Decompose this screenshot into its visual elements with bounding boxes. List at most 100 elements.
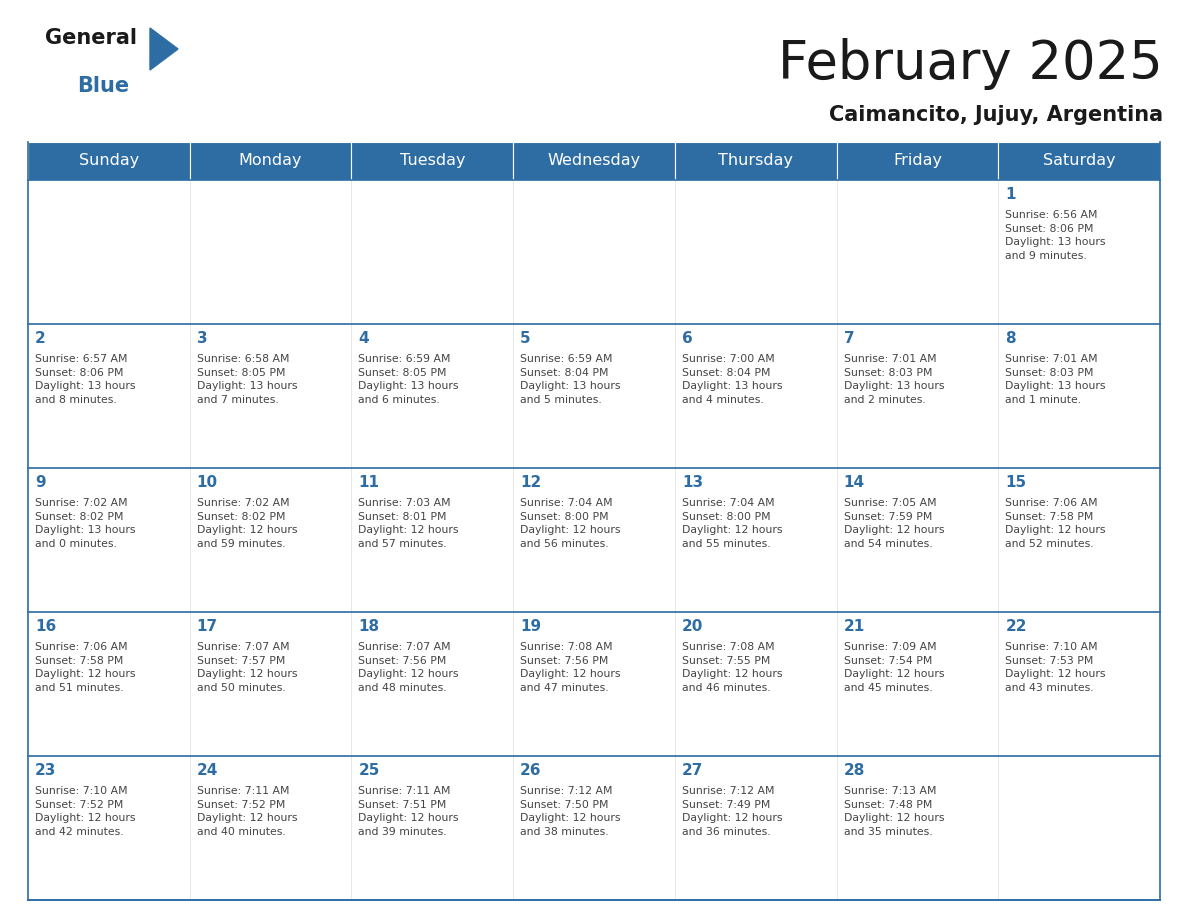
Bar [675, 180, 836, 324]
Text: Sunrise: 6:59 AM
Sunset: 8:04 PM
Daylight: 13 hours
and 5 minutes.: Sunrise: 6:59 AM Sunset: 8:04 PM Dayligh… [520, 354, 620, 405]
Text: Blue: Blue [77, 76, 129, 96]
Text: Thursday: Thursday [719, 153, 794, 169]
Text: Sunrise: 6:59 AM
Sunset: 8:05 PM
Daylight: 13 hours
and 6 minutes.: Sunrise: 6:59 AM Sunset: 8:05 PM Dayligh… [359, 354, 459, 405]
Bar [998, 324, 1159, 468]
Text: 27: 27 [682, 763, 703, 778]
Text: Friday: Friday [893, 153, 942, 169]
Text: 3: 3 [197, 331, 208, 346]
Bar [352, 612, 513, 756]
Text: 10: 10 [197, 475, 217, 490]
Bar [352, 180, 513, 324]
Text: 12: 12 [520, 475, 542, 490]
Text: Sunrise: 6:57 AM
Sunset: 8:06 PM
Daylight: 13 hours
and 8 minutes.: Sunrise: 6:57 AM Sunset: 8:06 PM Dayligh… [34, 354, 135, 405]
Bar [675, 756, 836, 900]
Text: Sunday: Sunday [78, 153, 139, 169]
Text: Sunrise: 7:06 AM
Sunset: 7:58 PM
Daylight: 12 hours
and 51 minutes.: Sunrise: 7:06 AM Sunset: 7:58 PM Dayligh… [34, 642, 135, 693]
Bar [352, 324, 513, 468]
Text: Sunrise: 7:08 AM
Sunset: 7:55 PM
Daylight: 12 hours
and 46 minutes.: Sunrise: 7:08 AM Sunset: 7:55 PM Dayligh… [682, 642, 783, 693]
Text: 1: 1 [1005, 187, 1016, 202]
Bar [29, 468, 190, 612]
Bar [836, 468, 998, 612]
Text: 18: 18 [359, 619, 379, 634]
Text: Sunrise: 6:56 AM
Sunset: 8:06 PM
Daylight: 13 hours
and 9 minutes.: Sunrise: 6:56 AM Sunset: 8:06 PM Dayligh… [1005, 210, 1106, 261]
Text: Sunrise: 7:09 AM
Sunset: 7:54 PM
Daylight: 12 hours
and 45 minutes.: Sunrise: 7:09 AM Sunset: 7:54 PM Dayligh… [843, 642, 944, 693]
Bar [513, 324, 675, 468]
Bar [675, 612, 836, 756]
Text: Sunrise: 7:04 AM
Sunset: 8:00 PM
Daylight: 12 hours
and 55 minutes.: Sunrise: 7:04 AM Sunset: 8:00 PM Dayligh… [682, 498, 783, 549]
Text: Sunrise: 7:02 AM
Sunset: 8:02 PM
Daylight: 13 hours
and 0 minutes.: Sunrise: 7:02 AM Sunset: 8:02 PM Dayligh… [34, 498, 135, 549]
Text: 7: 7 [843, 331, 854, 346]
Text: Sunrise: 7:01 AM
Sunset: 8:03 PM
Daylight: 13 hours
and 2 minutes.: Sunrise: 7:01 AM Sunset: 8:03 PM Dayligh… [843, 354, 944, 405]
Bar [352, 142, 513, 180]
Bar [190, 180, 352, 324]
Text: 15: 15 [1005, 475, 1026, 490]
Text: 23: 23 [34, 763, 56, 778]
Text: 28: 28 [843, 763, 865, 778]
Bar [352, 756, 513, 900]
Bar [836, 324, 998, 468]
Text: Sunrise: 7:06 AM
Sunset: 7:58 PM
Daylight: 12 hours
and 52 minutes.: Sunrise: 7:06 AM Sunset: 7:58 PM Dayligh… [1005, 498, 1106, 549]
Bar [29, 324, 190, 468]
Bar [190, 324, 352, 468]
Bar [998, 468, 1159, 612]
Text: Sunrise: 7:02 AM
Sunset: 8:02 PM
Daylight: 12 hours
and 59 minutes.: Sunrise: 7:02 AM Sunset: 8:02 PM Dayligh… [197, 498, 297, 549]
Text: 16: 16 [34, 619, 56, 634]
Text: 9: 9 [34, 475, 45, 490]
Text: Sunrise: 7:11 AM
Sunset: 7:52 PM
Daylight: 12 hours
and 40 minutes.: Sunrise: 7:11 AM Sunset: 7:52 PM Dayligh… [197, 786, 297, 837]
Text: 24: 24 [197, 763, 219, 778]
Bar [29, 142, 190, 180]
Text: February 2025: February 2025 [778, 38, 1163, 90]
Text: Sunrise: 7:07 AM
Sunset: 7:57 PM
Daylight: 12 hours
and 50 minutes.: Sunrise: 7:07 AM Sunset: 7:57 PM Dayligh… [197, 642, 297, 693]
Bar [998, 180, 1159, 324]
Text: Sunrise: 7:11 AM
Sunset: 7:51 PM
Daylight: 12 hours
and 39 minutes.: Sunrise: 7:11 AM Sunset: 7:51 PM Dayligh… [359, 786, 459, 837]
Polygon shape [150, 28, 178, 70]
Bar [836, 142, 998, 180]
Text: Monday: Monday [239, 153, 302, 169]
Bar [190, 468, 352, 612]
Text: Sunrise: 7:03 AM
Sunset: 8:01 PM
Daylight: 12 hours
and 57 minutes.: Sunrise: 7:03 AM Sunset: 8:01 PM Dayligh… [359, 498, 459, 549]
Text: Sunrise: 7:04 AM
Sunset: 8:00 PM
Daylight: 12 hours
and 56 minutes.: Sunrise: 7:04 AM Sunset: 8:00 PM Dayligh… [520, 498, 620, 549]
Text: Sunrise: 6:58 AM
Sunset: 8:05 PM
Daylight: 13 hours
and 7 minutes.: Sunrise: 6:58 AM Sunset: 8:05 PM Dayligh… [197, 354, 297, 405]
Bar [190, 756, 352, 900]
Bar [675, 142, 836, 180]
Bar [513, 756, 675, 900]
Text: 11: 11 [359, 475, 379, 490]
Text: Caimancito, Jujuy, Argentina: Caimancito, Jujuy, Argentina [829, 105, 1163, 125]
Text: Tuesday: Tuesday [399, 153, 465, 169]
Bar [998, 612, 1159, 756]
Text: 2: 2 [34, 331, 46, 346]
Bar [513, 468, 675, 612]
Text: Sunrise: 7:08 AM
Sunset: 7:56 PM
Daylight: 12 hours
and 47 minutes.: Sunrise: 7:08 AM Sunset: 7:56 PM Dayligh… [520, 642, 620, 693]
Text: 8: 8 [1005, 331, 1016, 346]
Text: Sunrise: 7:13 AM
Sunset: 7:48 PM
Daylight: 12 hours
and 35 minutes.: Sunrise: 7:13 AM Sunset: 7:48 PM Dayligh… [843, 786, 944, 837]
Text: 19: 19 [520, 619, 542, 634]
Bar [513, 612, 675, 756]
Text: 17: 17 [197, 619, 217, 634]
Bar [513, 180, 675, 324]
Text: 14: 14 [843, 475, 865, 490]
Bar [998, 756, 1159, 900]
Bar [29, 756, 190, 900]
Text: 26: 26 [520, 763, 542, 778]
Text: Saturday: Saturday [1043, 153, 1116, 169]
Bar [352, 468, 513, 612]
Text: 5: 5 [520, 331, 531, 346]
Bar [836, 756, 998, 900]
Text: Sunrise: 7:00 AM
Sunset: 8:04 PM
Daylight: 13 hours
and 4 minutes.: Sunrise: 7:00 AM Sunset: 8:04 PM Dayligh… [682, 354, 783, 405]
Bar [513, 142, 675, 180]
Bar [675, 468, 836, 612]
Bar [998, 142, 1159, 180]
Text: Wednesday: Wednesday [548, 153, 640, 169]
Bar [836, 612, 998, 756]
Text: Sunrise: 7:01 AM
Sunset: 8:03 PM
Daylight: 13 hours
and 1 minute.: Sunrise: 7:01 AM Sunset: 8:03 PM Dayligh… [1005, 354, 1106, 405]
Text: Sunrise: 7:10 AM
Sunset: 7:52 PM
Daylight: 12 hours
and 42 minutes.: Sunrise: 7:10 AM Sunset: 7:52 PM Dayligh… [34, 786, 135, 837]
Text: Sunrise: 7:05 AM
Sunset: 7:59 PM
Daylight: 12 hours
and 54 minutes.: Sunrise: 7:05 AM Sunset: 7:59 PM Dayligh… [843, 498, 944, 549]
Text: 13: 13 [682, 475, 703, 490]
Text: 25: 25 [359, 763, 380, 778]
Text: General: General [45, 28, 137, 48]
Bar [836, 180, 998, 324]
Bar [29, 612, 190, 756]
Text: Sunrise: 7:07 AM
Sunset: 7:56 PM
Daylight: 12 hours
and 48 minutes.: Sunrise: 7:07 AM Sunset: 7:56 PM Dayligh… [359, 642, 459, 693]
Text: 22: 22 [1005, 619, 1026, 634]
Text: Sunrise: 7:12 AM
Sunset: 7:50 PM
Daylight: 12 hours
and 38 minutes.: Sunrise: 7:12 AM Sunset: 7:50 PM Dayligh… [520, 786, 620, 837]
